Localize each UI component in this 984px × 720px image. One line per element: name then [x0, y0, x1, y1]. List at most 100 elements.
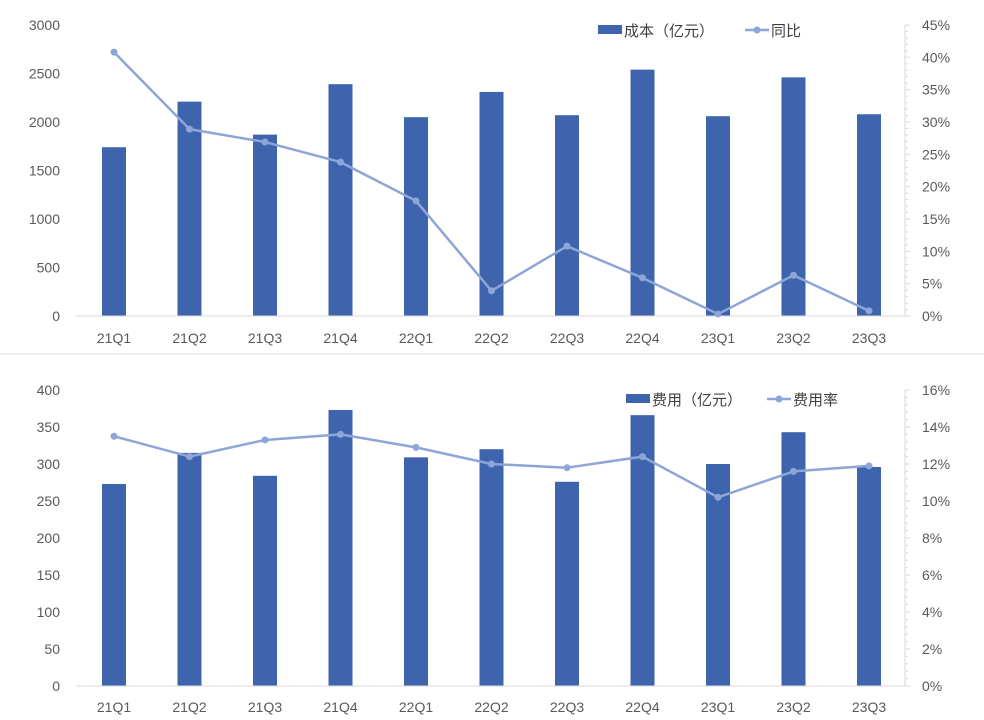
y2-tick-label: 20% [922, 179, 950, 195]
y2-tick-label: 45% [922, 17, 950, 33]
bar [102, 147, 126, 316]
x-tick-label: 21Q2 [172, 699, 206, 715]
x-tick-label: 23Q1 [701, 699, 735, 715]
y-tick-label: 1500 [29, 163, 60, 179]
bar [328, 409, 353, 686]
y-tick-label: 1000 [29, 211, 60, 227]
line-point [412, 443, 420, 451]
line-point [412, 197, 420, 205]
x-tick-label: 23Q3 [852, 330, 886, 346]
y2-tick-label: 8% [922, 530, 942, 546]
bar [479, 449, 504, 686]
bar [479, 91, 504, 317]
line-point [110, 48, 118, 56]
bar [555, 481, 579, 686]
line-point [865, 462, 873, 470]
y2-tick-label: 40% [922, 49, 950, 65]
y-tick-label: 2000 [29, 114, 60, 130]
x-tick-label: 21Q1 [97, 330, 131, 346]
x-tick-label: 22Q4 [625, 699, 659, 715]
line-point [110, 432, 118, 440]
bar [706, 116, 730, 317]
line-point [714, 493, 722, 501]
line-point [488, 287, 495, 295]
x-tick-label: 23Q2 [776, 330, 810, 346]
x-tick-label: 22Q3 [550, 330, 584, 346]
line-point [865, 307, 873, 315]
legend-line-marker [753, 26, 761, 34]
x-tick-label: 22Q3 [550, 699, 584, 715]
y-tick-label: 100 [37, 604, 61, 620]
y2-tick-label: 30% [922, 114, 950, 130]
y-tick-label: 400 [37, 382, 61, 398]
y-tick-label: 350 [37, 419, 61, 435]
y2-tick-label: 10% [922, 493, 950, 509]
bar [102, 483, 126, 686]
legend-line-marker [775, 395, 783, 403]
legend-bar-swatch [626, 394, 650, 403]
bar [404, 457, 428, 686]
line-point [563, 242, 571, 250]
x-tick-label: 21Q4 [323, 330, 357, 346]
x-tick-label: 21Q3 [248, 330, 282, 346]
bar [253, 134, 277, 316]
y2-tick-label: 16% [922, 382, 950, 398]
x-tick-label: 23Q3 [852, 699, 886, 715]
x-tick-label: 21Q1 [97, 699, 131, 715]
y2-tick-label: 25% [922, 146, 950, 162]
y-tick-label: 250 [37, 493, 61, 509]
x-tick-label: 21Q4 [323, 699, 357, 715]
bar [706, 464, 730, 686]
y-tick-label: 0 [52, 678, 60, 694]
bar [555, 115, 579, 317]
y2-tick-label: 2% [922, 641, 942, 657]
line-point [639, 274, 646, 282]
bar [404, 117, 428, 317]
line-point [261, 436, 269, 444]
line-point [337, 158, 344, 166]
x-tick-label: 22Q1 [399, 330, 433, 346]
y-tick-label: 0 [52, 308, 60, 324]
x-tick-label: 22Q2 [474, 330, 508, 346]
y2-tick-label: 10% [922, 243, 950, 259]
y-tick-label: 200 [37, 530, 61, 546]
x-tick-label: 23Q2 [776, 699, 810, 715]
y-tick-label: 300 [37, 456, 61, 472]
y2-tick-label: 15% [922, 211, 950, 227]
legend-label: 同比 [771, 23, 801, 40]
y-tick-label: 150 [37, 567, 61, 583]
y2-tick-label: 35% [922, 82, 950, 98]
legend-label: 费用（亿元） [652, 392, 742, 409]
legend-bar-swatch [598, 25, 622, 34]
bar [857, 114, 881, 317]
y2-tick-label: 0% [922, 308, 942, 324]
line-point [337, 430, 344, 438]
bar [177, 101, 202, 316]
y-tick-label: 3000 [29, 17, 60, 33]
line-point [790, 467, 797, 475]
x-tick-label: 21Q2 [172, 330, 206, 346]
y2-tick-label: 4% [922, 604, 942, 620]
line-point [714, 310, 722, 318]
x-tick-label: 22Q2 [474, 699, 508, 715]
bar [177, 452, 202, 686]
legend-label: 成本（亿元） [624, 23, 714, 40]
y2-tick-label: 0% [922, 678, 942, 694]
line-point [186, 125, 193, 133]
y-tick-label: 2500 [29, 66, 60, 82]
line-point [563, 464, 571, 472]
x-tick-label: 23Q1 [701, 330, 735, 346]
y-tick-label: 50 [44, 641, 60, 657]
y2-tick-label: 5% [922, 276, 942, 292]
x-tick-label: 21Q3 [248, 699, 282, 715]
line-point [790, 271, 797, 279]
y2-tick-label: 6% [922, 567, 942, 583]
x-tick-label: 22Q4 [625, 330, 659, 346]
line-point [186, 453, 193, 461]
bar [253, 475, 277, 686]
line-point [488, 460, 495, 468]
bar [857, 466, 881, 686]
line-point [261, 138, 269, 146]
y-tick-label: 500 [37, 260, 61, 276]
